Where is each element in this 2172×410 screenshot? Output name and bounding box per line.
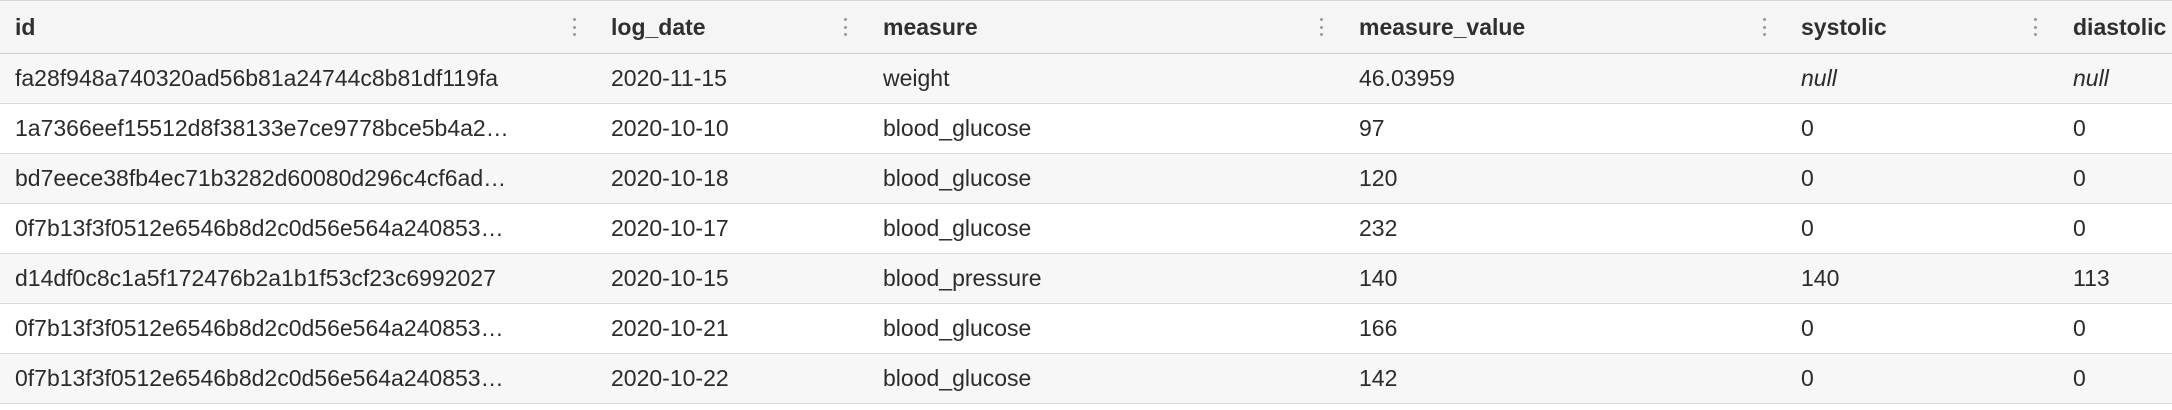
table-row[interactable]: 0f7b13f3f0512e6546b8d2c0d56e564a240853… … [0, 204, 2172, 254]
table-header-row: id log_date measure measure_value systol… [0, 1, 2172, 54]
cell-measure[interactable]: weight [883, 65, 950, 91]
cell-diastolic[interactable]: 0 [2073, 215, 2086, 241]
table-row[interactable]: fa28f948a740320ad56b81a24744c8b81df119fa… [0, 54, 2172, 104]
cell-measure-value[interactable]: 142 [1359, 365, 1398, 391]
column-header-measure[interactable]: measure [883, 13, 978, 40]
column-menu-id-icon[interactable] [572, 18, 576, 36]
table-row[interactable]: d14df0c8c1a5f172476b2a1b1f53cf23c6992027… [0, 254, 2172, 304]
cell-diastolic[interactable]: 0 [2073, 315, 2086, 341]
cell-log-date[interactable]: 2020-10-21 [611, 315, 729, 341]
column-menu-measure-icon[interactable] [1319, 18, 1323, 36]
cell-systolic[interactable]: 140 [1801, 265, 1840, 291]
cell-measure-value[interactable]: 46.03959 [1359, 65, 1455, 91]
column-menu-systolic-icon[interactable] [2033, 18, 2037, 36]
cell-measure[interactable]: blood_glucose [883, 215, 1032, 241]
cell-measure[interactable]: blood_glucose [883, 365, 1032, 391]
column-menu-log-date-icon[interactable] [843, 18, 847, 36]
cell-measure[interactable]: blood_pressure [883, 265, 1042, 291]
table-row[interactable]: 0f7b13f3f0512e6546b8d2c0d56e564a240853… … [0, 304, 2172, 354]
cell-log-date[interactable]: 2020-10-17 [611, 215, 729, 241]
cell-systolic[interactable]: 0 [1801, 115, 1814, 141]
cell-id[interactable]: 0f7b13f3f0512e6546b8d2c0d56e564a240853… [15, 315, 504, 341]
table-row[interactable]: 0f7b13f3f0512e6546b8d2c0d56e564a240853… … [0, 354, 2172, 404]
cell-log-date[interactable]: 2020-11-15 [611, 65, 727, 91]
cell-measure-value[interactable]: 232 [1359, 215, 1398, 241]
cell-diastolic[interactable]: 0 [2073, 165, 2086, 191]
cell-measure-value[interactable]: 120 [1359, 165, 1398, 191]
cell-id[interactable]: d14df0c8c1a5f172476b2a1b1f53cf23c6992027 [15, 265, 496, 291]
column-header-measure-value[interactable]: measure_value [1359, 13, 1526, 40]
cell-measure-value[interactable]: 97 [1359, 115, 1385, 141]
cell-log-date[interactable]: 2020-10-18 [611, 165, 729, 191]
cell-id[interactable]: 1a7366eef15512d8f38133e7ce9778bce5b4a2… [15, 115, 509, 141]
cell-measure[interactable]: blood_glucose [883, 115, 1032, 141]
column-header-id[interactable]: id [15, 13, 36, 40]
column-header-diastolic[interactable]: diastolic [2073, 13, 2167, 40]
cell-measure-value[interactable]: 140 [1359, 265, 1398, 291]
cell-measure[interactable]: blood_glucose [883, 165, 1032, 191]
cell-id[interactable]: 0f7b13f3f0512e6546b8d2c0d56e564a240853… [15, 365, 504, 391]
cell-systolic[interactable]: 0 [1801, 365, 1814, 391]
cell-systolic[interactable]: 0 [1801, 315, 1814, 341]
table-row[interactable]: 1a7366eef15512d8f38133e7ce9778bce5b4a2… … [0, 104, 2172, 154]
column-menu-measure-value-icon[interactable] [1762, 18, 1766, 36]
cell-diastolic[interactable]: 0 [2073, 365, 2086, 391]
cell-log-date[interactable]: 2020-10-10 [611, 115, 729, 141]
cell-systolic[interactable]: 0 [1801, 165, 1814, 191]
cell-measure[interactable]: blood_glucose [883, 315, 1032, 341]
cell-diastolic[interactable]: null [2073, 65, 2109, 91]
cell-log-date[interactable]: 2020-10-15 [611, 265, 729, 291]
cell-log-date[interactable]: 2020-10-22 [611, 365, 729, 391]
cell-systolic[interactable]: null [1801, 65, 1837, 91]
column-header-log-date[interactable]: log_date [611, 13, 706, 40]
column-header-systolic[interactable]: systolic [1801, 13, 1887, 40]
cell-systolic[interactable]: 0 [1801, 215, 1814, 241]
cell-id[interactable]: 0f7b13f3f0512e6546b8d2c0d56e564a240853… [15, 215, 504, 241]
cell-measure-value[interactable]: 166 [1359, 315, 1398, 341]
cell-diastolic[interactable]: 0 [2073, 115, 2086, 141]
cell-diastolic[interactable]: 113 [2073, 265, 2110, 291]
table-row[interactable]: bd7eece38fb4ec71b3282d60080d296c4cf6ad… … [0, 154, 2172, 204]
cell-id[interactable]: fa28f948a740320ad56b81a24744c8b81df119fa [15, 65, 499, 91]
cell-id[interactable]: bd7eece38fb4ec71b3282d60080d296c4cf6ad… [15, 165, 507, 191]
